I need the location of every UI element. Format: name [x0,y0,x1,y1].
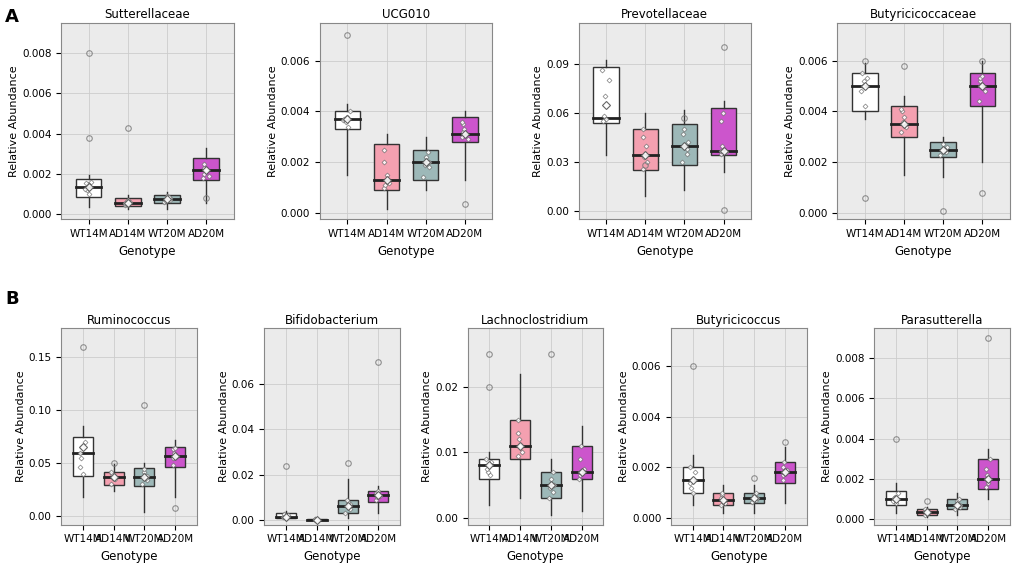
X-axis label: Genotype: Genotype [506,550,564,563]
FancyBboxPatch shape [104,472,123,486]
Y-axis label: Relative Abundance: Relative Abundance [785,65,795,177]
FancyBboxPatch shape [947,499,966,509]
FancyBboxPatch shape [334,112,360,129]
Title: Butyricicoccaceae: Butyricicoccaceae [869,8,976,21]
Title: Bifidobacterium: Bifidobacterium [285,314,379,327]
Y-axis label: Relative Abundance: Relative Abundance [15,371,25,482]
Title: Lachnoclostridium: Lachnoclostridium [481,314,589,327]
FancyBboxPatch shape [135,469,154,486]
FancyBboxPatch shape [72,437,93,476]
FancyBboxPatch shape [154,195,179,203]
X-axis label: Genotype: Genotype [377,245,434,258]
FancyBboxPatch shape [884,491,905,505]
FancyBboxPatch shape [632,129,657,170]
FancyBboxPatch shape [276,513,296,518]
FancyBboxPatch shape [916,509,935,515]
Y-axis label: Relative Abundance: Relative Abundance [619,371,629,482]
X-axis label: Genotype: Genotype [894,245,952,258]
FancyBboxPatch shape [891,107,916,137]
X-axis label: Genotype: Genotype [304,550,361,563]
FancyBboxPatch shape [712,493,733,505]
Text: B: B [5,290,18,309]
Title: Sutterellaceae: Sutterellaceae [105,8,191,21]
FancyBboxPatch shape [165,447,185,468]
FancyBboxPatch shape [479,459,499,479]
Y-axis label: Relative Abundance: Relative Abundance [533,65,542,177]
FancyBboxPatch shape [115,198,141,206]
Title: UCG010: UCG010 [382,8,430,21]
X-axis label: Genotype: Genotype [912,550,970,563]
Text: A: A [5,8,19,27]
Title: Parasutterella: Parasutterella [900,314,982,327]
FancyBboxPatch shape [593,67,619,122]
FancyBboxPatch shape [977,459,998,489]
FancyBboxPatch shape [368,491,388,502]
X-axis label: Genotype: Genotype [709,550,766,563]
FancyBboxPatch shape [682,468,702,493]
X-axis label: Genotype: Genotype [636,245,693,258]
FancyBboxPatch shape [571,446,591,479]
Y-axis label: Relative Abundance: Relative Abundance [268,65,277,177]
Title: Ruminococcus: Ruminococcus [87,314,171,327]
FancyBboxPatch shape [510,420,530,459]
Y-axis label: Relative Abundance: Relative Abundance [422,371,432,482]
FancyBboxPatch shape [744,493,763,503]
FancyBboxPatch shape [451,117,477,142]
Title: Prevotellaceae: Prevotellaceae [621,8,707,21]
FancyBboxPatch shape [373,144,398,190]
FancyBboxPatch shape [969,73,995,107]
FancyBboxPatch shape [540,472,560,498]
FancyBboxPatch shape [710,108,736,156]
Y-axis label: Relative Abundance: Relative Abundance [821,371,832,482]
X-axis label: Genotype: Genotype [100,550,158,563]
FancyBboxPatch shape [413,149,438,180]
Title: Butyricicoccus: Butyricicoccus [695,314,781,327]
FancyBboxPatch shape [672,124,697,165]
X-axis label: Genotype: Genotype [118,245,176,258]
FancyBboxPatch shape [75,179,101,197]
FancyBboxPatch shape [337,500,358,513]
Y-axis label: Relative Abundance: Relative Abundance [9,65,19,177]
FancyBboxPatch shape [774,462,794,483]
FancyBboxPatch shape [851,73,876,112]
Y-axis label: Relative Abundance: Relative Abundance [219,371,228,482]
FancyBboxPatch shape [929,142,955,157]
FancyBboxPatch shape [194,158,219,180]
